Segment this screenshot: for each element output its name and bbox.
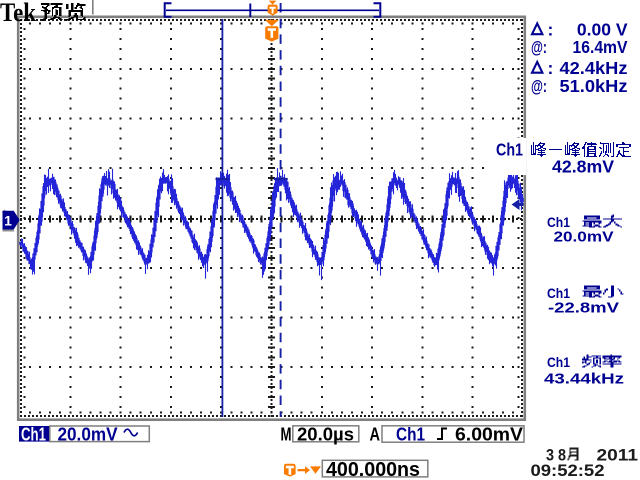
svg-text:1: 1 bbox=[4, 213, 12, 229]
svg-text:Ch1: Ch1 bbox=[496, 140, 523, 160]
svg-text:Ch1: Ch1 bbox=[547, 214, 570, 230]
svg-text::: : bbox=[548, 19, 554, 39]
svg-text:42.8mV: 42.8mV bbox=[552, 156, 614, 176]
svg-text:0.00 V: 0.00 V bbox=[577, 20, 628, 40]
svg-text:16.4mV: 16.4mV bbox=[573, 37, 628, 57]
svg-text:20.0mV: 20.0mV bbox=[58, 425, 118, 445]
svg-text:51.0kHz: 51.0kHz bbox=[560, 76, 628, 96]
svg-text:20.0mV: 20.0mV bbox=[554, 229, 614, 246]
svg-text:Ch1: Ch1 bbox=[21, 425, 46, 445]
svg-text:400.000ns: 400.000ns bbox=[326, 459, 420, 480]
svg-text:09:52:52: 09:52:52 bbox=[531, 461, 605, 480]
svg-text:20.0µs: 20.0µs bbox=[297, 425, 354, 445]
svg-text:A: A bbox=[370, 425, 381, 445]
svg-text:3 8: 3 8 bbox=[546, 447, 566, 465]
svg-text:@:: @: bbox=[531, 37, 547, 57]
svg-text:Ch1: Ch1 bbox=[396, 425, 425, 445]
svg-text:Ch1: Ch1 bbox=[547, 354, 570, 370]
svg-text::: : bbox=[548, 58, 554, 78]
svg-text:6.00mV: 6.00mV bbox=[455, 425, 523, 445]
svg-text:Tek: Tek bbox=[0, 0, 36, 27]
svg-text:-22.8mV: -22.8mV bbox=[548, 300, 619, 317]
svg-text:Ch1: Ch1 bbox=[547, 285, 570, 301]
svg-text:42.4kHz: 42.4kHz bbox=[560, 58, 628, 78]
svg-text:2011: 2011 bbox=[597, 447, 639, 465]
svg-text:43.44kHz: 43.44kHz bbox=[544, 371, 624, 388]
svg-text:@:: @: bbox=[531, 76, 547, 96]
svg-text:M: M bbox=[281, 425, 292, 445]
